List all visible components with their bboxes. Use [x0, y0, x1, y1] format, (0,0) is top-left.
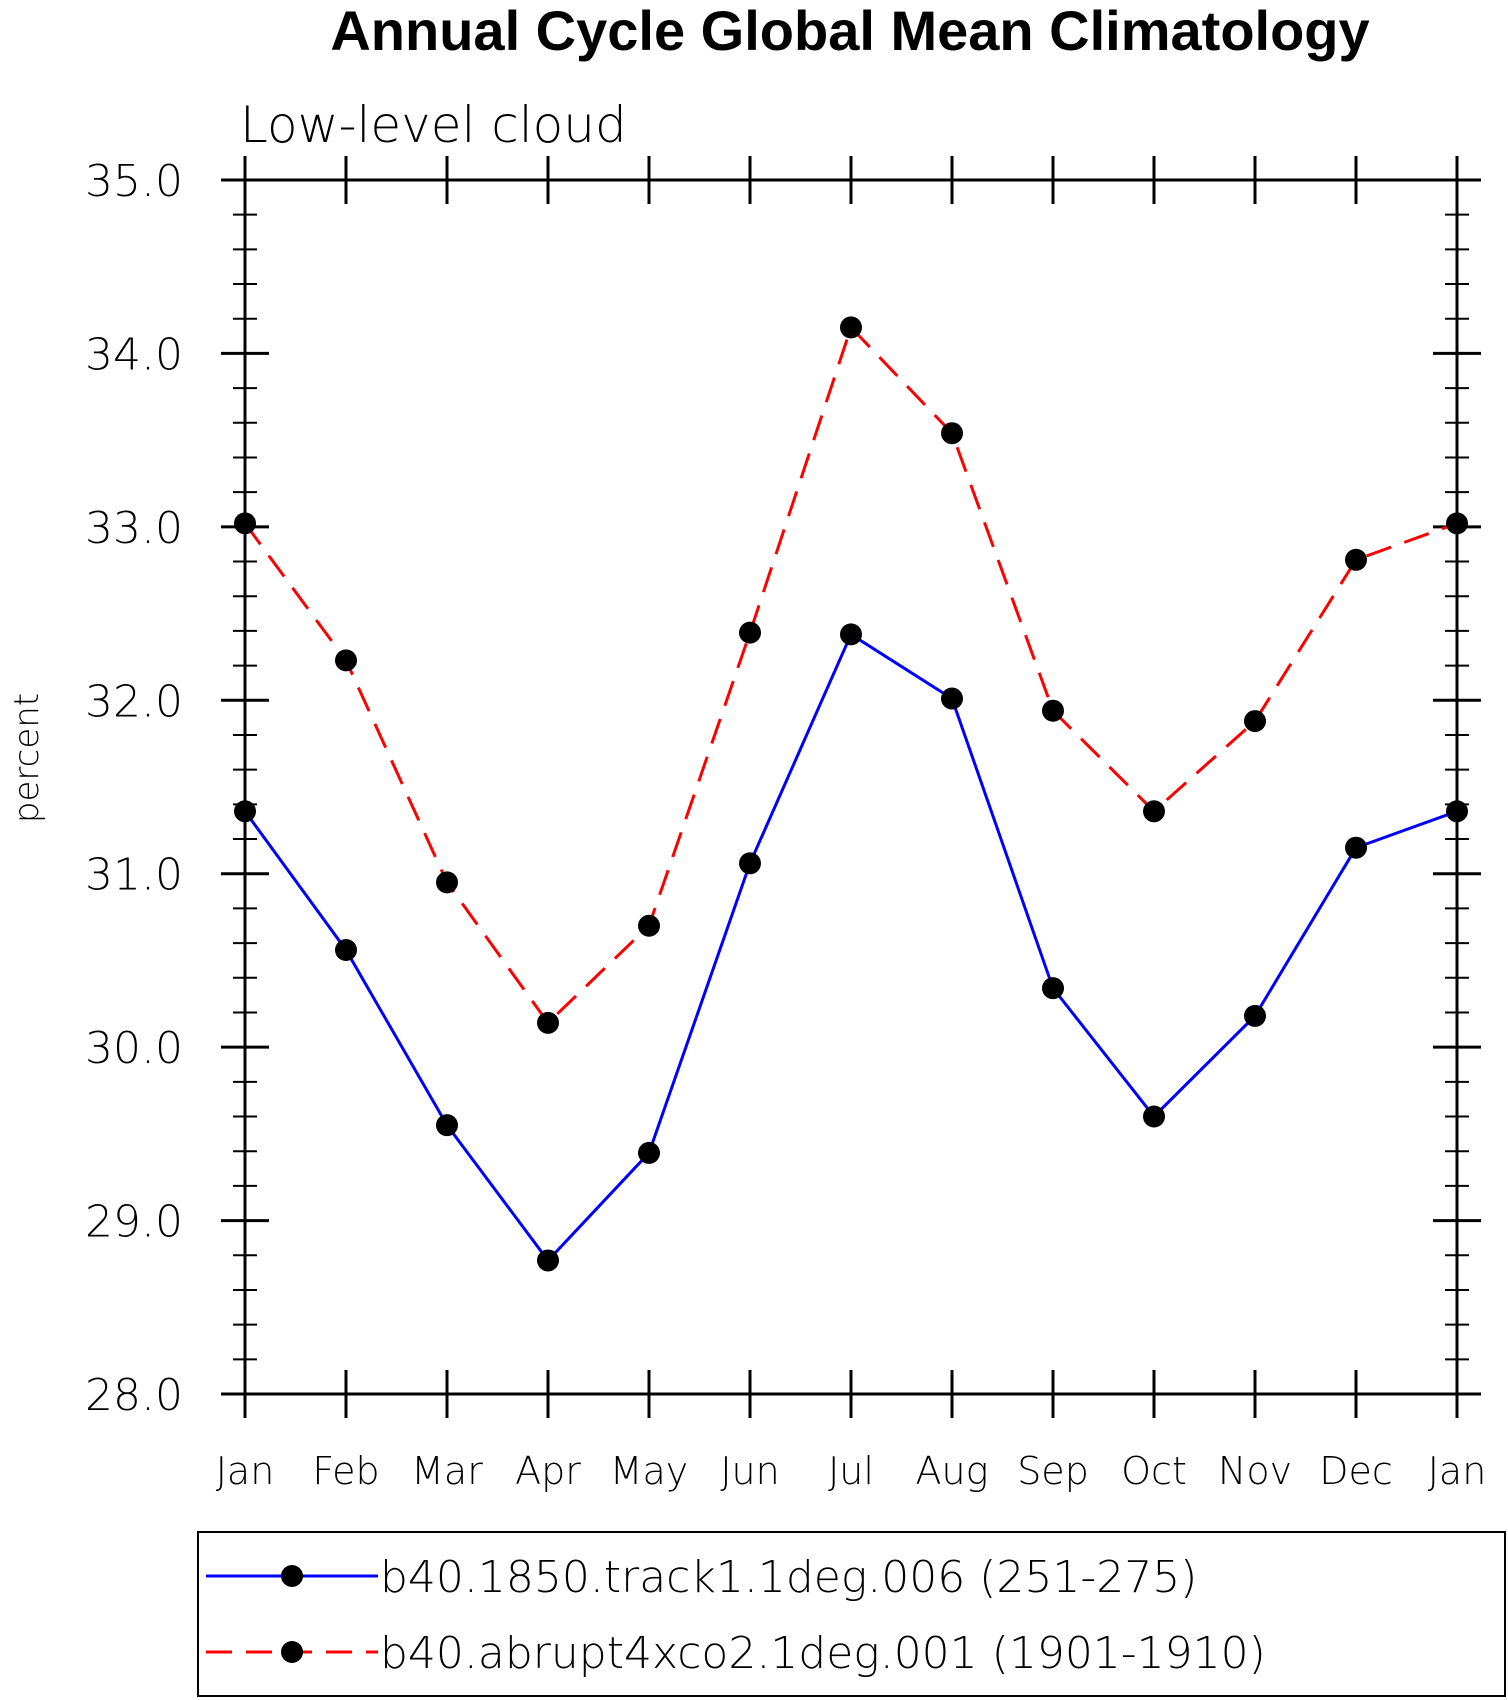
y-tick-label: 35.0: [85, 156, 183, 207]
data-point: [1446, 512, 1468, 535]
data-point: [1143, 800, 1165, 823]
data-point: [941, 422, 963, 445]
series-2: [234, 316, 1468, 1034]
data-point: [1244, 710, 1266, 733]
data-point: [1042, 699, 1064, 722]
data-point: [1446, 800, 1468, 823]
legend-swatch-marker: [281, 1641, 303, 1663]
data-point: [436, 871, 458, 894]
data-point: [234, 800, 256, 823]
legend-entry-label: b40.1850.track1.1deg.006 (251-275): [380, 1552, 1197, 1603]
data-point: [1042, 977, 1064, 1000]
legend-swatch-marker: [281, 1565, 303, 1587]
series-1: [234, 623, 1468, 1272]
legend-box: [197, 1531, 1506, 1697]
data-point: [1143, 1105, 1165, 1128]
series-line: [243, 324, 1458, 1026]
data-point: [840, 316, 862, 339]
y-tick-label: 34.0: [85, 329, 183, 380]
data-point: [436, 1114, 458, 1137]
series-line: [243, 632, 1458, 1263]
data-point: [537, 1249, 559, 1272]
data-point: [638, 1141, 660, 1164]
y-axis-ticks: 28.0 29.0 30.0 31.0 32.0 33.0 34.0 35.0: [85, 156, 1481, 1421]
legend-entry-label: b40.abrupt4xco2.1deg.001 (1901-1910): [380, 1628, 1266, 1679]
chart-title: Annual Cycle Global Mean Climatology: [330, 0, 1369, 62]
data-point: [1345, 836, 1367, 859]
y-tick-label: 33.0: [85, 503, 183, 554]
x-tick-label: Aug: [916, 1449, 989, 1493]
data-point: [638, 914, 660, 937]
x-tick-label: Feb: [312, 1449, 379, 1493]
x-tick-label: Jan: [216, 1449, 275, 1493]
x-tick-label: Mar: [411, 1449, 483, 1493]
x-tick-label: Jun: [720, 1449, 779, 1493]
y-tick-label: 31.0: [85, 850, 183, 901]
data-point: [335, 649, 357, 672]
data-point: [1244, 1004, 1266, 1027]
data-point: [1345, 548, 1367, 571]
data-point: [234, 512, 256, 535]
data-point: [941, 687, 963, 710]
y-tick-label: 30.0: [85, 1023, 183, 1074]
y-tick-label: 29.0: [85, 1197, 183, 1248]
legend: b40.1850.track1.1deg.006 (251-275) b40.ab…: [197, 1531, 1506, 1697]
x-tick-label: Jan: [1428, 1449, 1487, 1493]
x-tick-label: Dec: [1319, 1449, 1393, 1493]
y-tick-label: 32.0: [85, 676, 183, 727]
chart-subtitle: Low-level cloud: [240, 96, 627, 154]
data-point: [739, 852, 761, 875]
x-tick-label: Sep: [1017, 1449, 1089, 1493]
x-tick-label: Oct: [1121, 1449, 1187, 1493]
plot-frame: [243, 178, 1459, 1396]
y-axis-label: percent: [7, 693, 47, 823]
plot-border: [243, 178, 1459, 1396]
data-point: [537, 1011, 559, 1034]
data-point: [840, 623, 862, 646]
series-layer: [234, 316, 1468, 1272]
x-tick-label: Jul: [828, 1449, 874, 1493]
x-tick-label: May: [610, 1449, 689, 1493]
data-point: [739, 621, 761, 644]
data-point: [335, 939, 357, 962]
x-axis-ticks: Jan Feb Mar Apr May Jun Jul Aug Sep Oct Nov Dec Jan: [216, 156, 1487, 1493]
x-tick-label: Apr: [515, 1449, 581, 1493]
x-tick-label: Nov: [1218, 1449, 1292, 1493]
y-tick-label: 28.0: [85, 1370, 183, 1421]
